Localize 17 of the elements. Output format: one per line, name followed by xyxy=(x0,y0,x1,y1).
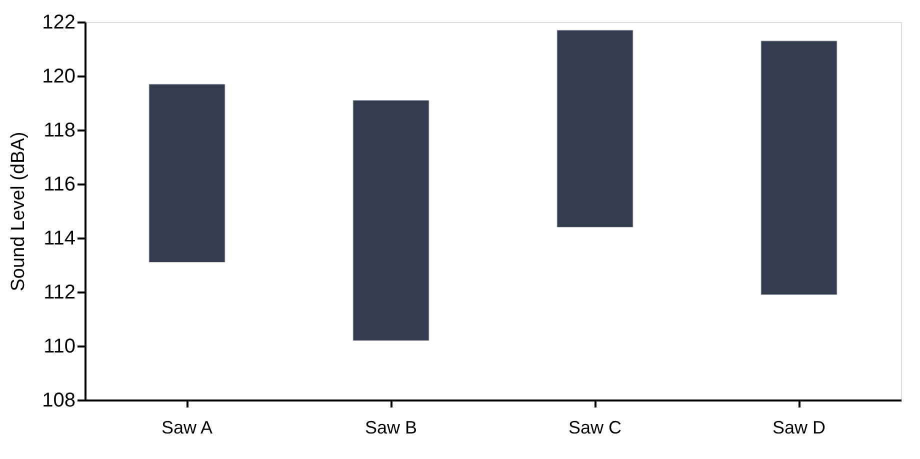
y-tick-label: 112 xyxy=(44,282,76,304)
y-tick-label: 108 xyxy=(42,390,76,412)
y-tick-label: 114 xyxy=(44,228,76,250)
y-tick-label: 122 xyxy=(42,12,76,34)
y-tick-label: 110 xyxy=(44,336,76,358)
y-axis-title: Sound Level (dBA) xyxy=(8,132,30,292)
y-tick-label: 118 xyxy=(44,120,76,142)
bar xyxy=(352,100,430,341)
x-tick-label: Saw B xyxy=(364,418,418,438)
bar xyxy=(556,30,634,228)
x-tick-label: Saw D xyxy=(772,418,826,438)
bar xyxy=(760,40,838,295)
bar xyxy=(148,84,226,263)
y-tick-label: 120 xyxy=(42,66,76,88)
x-tick-label: Saw C xyxy=(568,418,622,438)
y-tick-label: 116 xyxy=(44,174,76,196)
x-tick-label: Saw A xyxy=(161,418,213,438)
